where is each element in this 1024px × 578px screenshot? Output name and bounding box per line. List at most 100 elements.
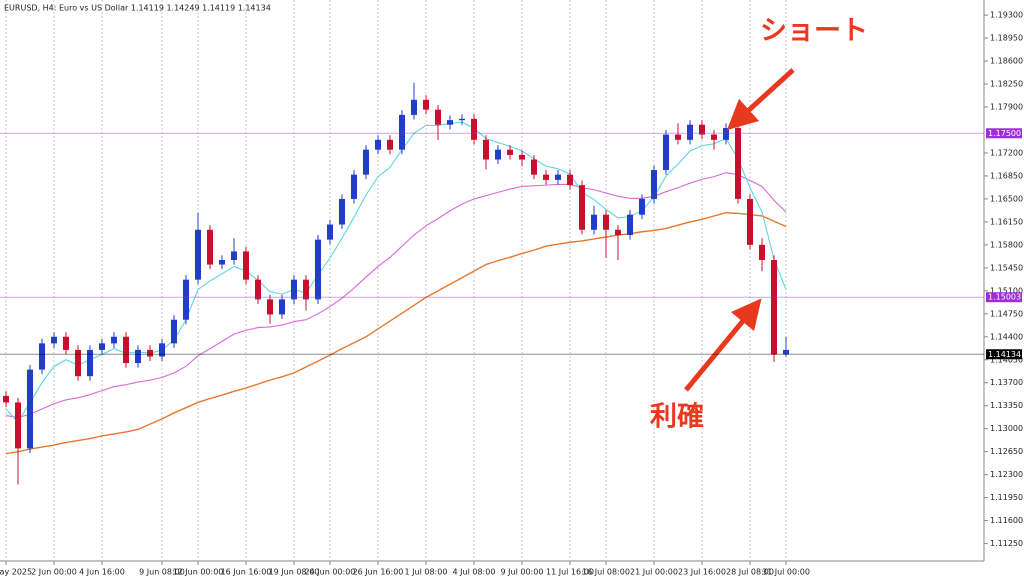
candle-body [51, 336, 57, 344]
arrow [726, 68, 795, 131]
x-tick-label: 19 Jun 08:00 [269, 568, 320, 577]
candle-body [159, 343, 165, 357]
candle-body [327, 224, 333, 240]
candle-body [507, 149, 513, 155]
candle-body [639, 198, 645, 215]
y-tick-label: 1.11950 [990, 493, 1023, 502]
y-tick-label: 1.15800 [990, 240, 1023, 249]
x-tick-label: 12 Jun 00:00 [173, 568, 224, 577]
y-tick-label: 1.18950 [990, 34, 1023, 43]
y-tick-label: 1.11250 [990, 539, 1023, 548]
candle-body [147, 349, 153, 357]
candle-body [495, 149, 501, 160]
x-tick-label: 16 Jun 16:00 [221, 568, 272, 577]
candle-body [351, 174, 357, 199]
y-tick-label: 1.13700 [990, 378, 1023, 387]
candle-body [747, 198, 753, 245]
x-tick-label: 9 Jul 00:00 [501, 568, 544, 577]
candle-body [519, 154, 525, 160]
candle-body [651, 170, 657, 199]
candle-body [291, 279, 297, 300]
x-tick-label: 31 Jul 00:00 [762, 568, 810, 577]
x-tick-label: 4 Jun 16:00 [79, 568, 125, 577]
y-tick-label: 1.11600 [990, 516, 1023, 525]
candle-body [399, 114, 405, 150]
candle-body [339, 198, 345, 225]
candle-body [387, 139, 393, 150]
x-tick-label: 11 Jul 16:00 [546, 568, 594, 577]
candle-body [435, 109, 441, 125]
candle-body [423, 99, 429, 110]
candle-body [531, 159, 537, 175]
x-tick-label: 16 Jul 08:00 [582, 568, 630, 577]
candle-body [615, 229, 621, 236]
plot-layer [3, 0, 789, 560]
candle-body [699, 124, 705, 135]
candle-body [183, 279, 189, 320]
candle-body [267, 299, 273, 315]
annotation: ショート [760, 16, 868, 47]
candle-body [591, 214, 597, 230]
candle-body [447, 120, 453, 125]
x-tick-label: 24 Jun 00:00 [305, 568, 356, 577]
y-tick-label: 1.14400 [990, 332, 1023, 341]
candle-body [459, 118, 465, 121]
candle-body [723, 128, 729, 140]
candle-body [603, 214, 609, 230]
candle-body [363, 149, 369, 175]
candle-body [687, 124, 693, 140]
x-tick-label: 4 Jul 08:00 [453, 568, 496, 577]
candle-body [543, 174, 549, 180]
candle-body [243, 251, 249, 280]
candle-body [627, 214, 633, 236]
candle-body [39, 343, 45, 370]
candle-body [135, 349, 141, 364]
candle-body [99, 343, 105, 350]
y-tick-label: 1.17200 [990, 148, 1023, 157]
arrow [684, 298, 762, 392]
candle-body [279, 299, 285, 315]
y-tick-label: 1.16500 [990, 194, 1023, 203]
y-tick-label: 1.17900 [990, 103, 1023, 112]
candle-body [711, 134, 717, 140]
y-tick-label: 1.15450 [990, 263, 1023, 272]
y-tick-label: 1.18250 [990, 80, 1023, 89]
candle-body [15, 402, 21, 449]
y-tick-label: 1.13350 [990, 401, 1023, 410]
y-tick-label: 1.14050 [990, 355, 1023, 364]
y-tick-label: 1.16150 [990, 217, 1023, 226]
moving-average [5, 212, 787, 455]
candle-body [471, 118, 477, 140]
price-label: 1.15003 [988, 293, 1021, 302]
y-tick-label: 1.12650 [990, 447, 1023, 456]
candle-body [75, 349, 81, 377]
candle-body [735, 128, 741, 199]
candle-body [27, 369, 33, 449]
candle-body [567, 174, 573, 186]
candle-body [231, 251, 237, 260]
candle-body [375, 139, 381, 150]
candle-body [771, 259, 777, 355]
price-label-box [986, 128, 1022, 139]
candle-body [315, 239, 321, 300]
candle-body [63, 336, 69, 350]
x-tick-label: 28 May 2025 [0, 568, 32, 577]
x-tick-label: 23 Jul 16:00 [678, 568, 726, 577]
x-tick-label: 21 Jul 00:00 [630, 568, 678, 577]
y-tick-label: 1.13000 [990, 424, 1023, 433]
candle-body [483, 139, 489, 160]
price-label: 1.14134 [988, 350, 1021, 359]
y-tick-label: 1.16850 [990, 171, 1023, 180]
x-tick-label: 28 Jul 08:00 [726, 568, 774, 577]
candle-body [219, 259, 225, 265]
candle-body [123, 336, 129, 364]
candle-body [171, 319, 177, 344]
candle-body [207, 229, 213, 265]
y-tick-label: 1.18600 [990, 57, 1023, 66]
candle-body [87, 349, 93, 377]
candle-body [3, 395, 9, 403]
price-label: 1.17500 [988, 129, 1021, 138]
candle-body [303, 279, 309, 300]
price-label-box [986, 292, 1022, 303]
candle-body [195, 229, 201, 280]
